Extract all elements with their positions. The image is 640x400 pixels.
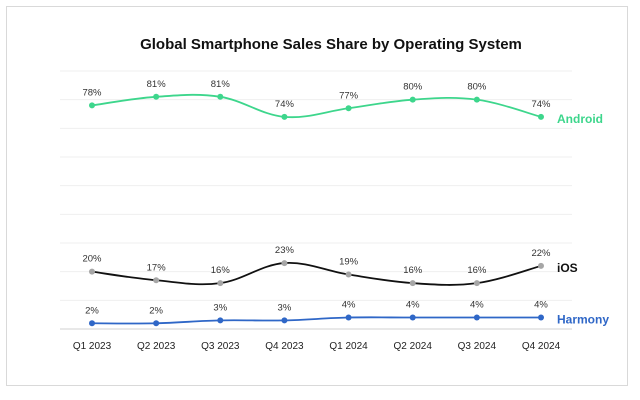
android-data-label: 78%: [82, 87, 102, 98]
android-series-label: Android: [557, 112, 603, 126]
series-layer: 78% 81% 81% 74% 77% 80% 80% 74% Android 20% 17% 16%…: [82, 79, 609, 327]
android-data-label: 77%: [339, 90, 359, 101]
android-data-label: 80%: [403, 82, 423, 93]
ios-data-label: 17%: [147, 262, 167, 273]
ios-data-label: 19%: [339, 257, 359, 268]
harmony-data-label: 4%: [342, 300, 356, 311]
ios-point: [281, 260, 288, 267]
ios-point: [89, 268, 95, 275]
android-line: [91, 93, 542, 119]
android-point: [409, 96, 416, 103]
harmony-data-label: 3%: [213, 302, 227, 313]
ios-data-label: 23%: [275, 245, 295, 256]
android-point: [217, 93, 224, 100]
x-axis: Q1 2023 Q2 2023 Q3 2023 Q4 2023 Q1 2024 Q2 20…: [73, 341, 561, 352]
ios-data-label: 20%: [82, 254, 102, 265]
x-tick-label: Q4 2023: [265, 341, 304, 352]
ios-point: [153, 277, 160, 284]
series-android: 78% 81% 81% 74% 77% 80% 80% 74% Android: [82, 79, 603, 126]
x-tick-label: Q4 2024: [522, 341, 561, 352]
harmony-line: [91, 316, 541, 325]
harmony-point: [473, 314, 480, 321]
android-data-label: 81%: [211, 79, 231, 90]
harmony-data-label: 2%: [85, 305, 99, 316]
harmony-data-label: 4%: [406, 300, 420, 311]
x-tick-label: Q1 2023: [73, 341, 112, 352]
android-point: [345, 105, 352, 112]
series-ios: 20% 17% 16% 23% 19% 16% 16% 22% iOS: [82, 245, 578, 287]
chart-title: Global Smartphone Sales Share by Operati…: [140, 36, 522, 53]
ios-point: [345, 271, 352, 278]
harmony-point: [409, 314, 416, 321]
ios-point: [409, 280, 416, 287]
ios-series-label: iOS: [557, 261, 578, 275]
ios-line: [91, 262, 542, 286]
ios-point: [217, 280, 224, 287]
android-data-label: 74%: [531, 99, 551, 110]
android-point: [153, 93, 160, 100]
android-data-label: 81%: [147, 79, 167, 90]
ios-point: [538, 262, 544, 269]
harmony-point: [538, 314, 544, 321]
harmony-series-label: Harmony: [557, 313, 609, 327]
harmony-data-label: 2%: [149, 305, 163, 316]
harmony-point: [153, 320, 160, 327]
harmony-point: [89, 320, 95, 327]
android-point: [538, 113, 544, 120]
ios-data-label: 16%: [211, 265, 231, 276]
harmony-point: [281, 317, 288, 324]
android-point: [281, 113, 288, 120]
harmony-point: [345, 314, 352, 321]
ios-data-label: 22%: [531, 248, 551, 259]
harmony-data-label: 4%: [470, 300, 484, 311]
harmony-point: [217, 317, 224, 324]
ios-point: [473, 280, 480, 287]
android-data-label: 74%: [275, 99, 295, 110]
x-tick-label: Q3 2024: [458, 341, 497, 352]
gridlines: [60, 70, 572, 330]
x-tick-label: Q1 2024: [329, 341, 368, 352]
android-point: [473, 96, 480, 103]
harmony-data-label: 4%: [534, 300, 548, 311]
series-harmony: 2% 2% 3% 3% 4% 4% 4% 4% Harmony: [85, 300, 609, 327]
ios-data-label: 16%: [467, 265, 487, 276]
android-point: [89, 102, 95, 109]
x-tick-label: Q2 2023: [137, 341, 176, 352]
ios-data-label: 16%: [403, 265, 423, 276]
x-tick-label: Q3 2023: [201, 341, 240, 352]
x-tick-label: Q2 2024: [394, 341, 433, 352]
android-data-label: 80%: [467, 82, 487, 93]
harmony-data-label: 3%: [278, 302, 292, 313]
